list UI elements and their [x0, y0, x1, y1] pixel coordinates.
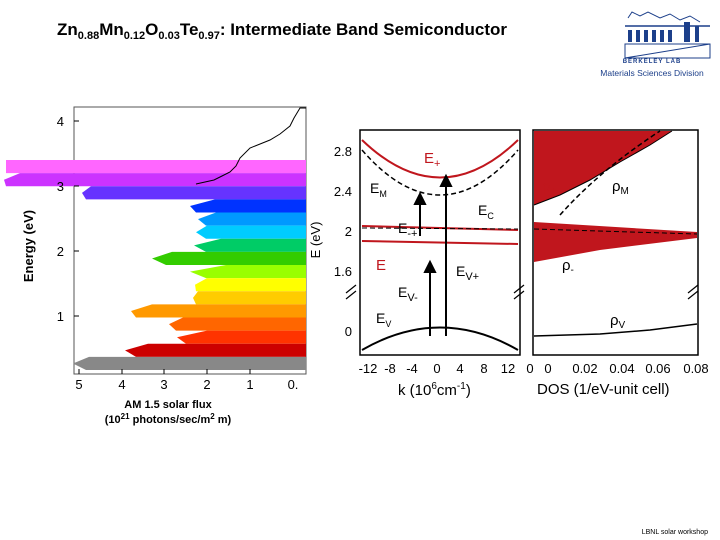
spectrum-xlabel-line1: AM 1.5 solar flux [124, 399, 212, 411]
spectrum-xtick: 2 [203, 377, 210, 392]
band-ytick: 1.6 [334, 264, 352, 279]
spectrum-xtick: 0. [288, 377, 299, 392]
spectrum-outline [195, 107, 306, 185]
e-minus-lower-curve [361, 240, 519, 245]
spectrum-ytick: 4 [57, 114, 64, 129]
title-zn: Zn [57, 20, 78, 39]
spectrum-band [131, 304, 306, 318]
label-e-v: EV [376, 310, 391, 329]
title-te-sub: 0.97 [198, 30, 220, 42]
spectrum-axis-ticks [74, 120, 251, 374]
dos-xtick: 0.02 [572, 361, 597, 376]
band-ytick: 2 [345, 224, 352, 239]
e-minus-dashed-line [361, 227, 519, 230]
spectrum-band [73, 356, 306, 370]
spectrum-xlabel-line2: (1021 photons/sec/m2 m) [105, 412, 232, 426]
band-ytick: 0 [345, 324, 352, 339]
spectrum-xtick: 4 [118, 377, 125, 392]
dos-xlabel: DOS (1/eV-unit cell) [537, 381, 670, 398]
logo-lab-name: BERKELEY LAB [622, 59, 682, 65]
label-e-v-plus: EV+ [456, 263, 479, 283]
spectrum-band [195, 278, 306, 292]
label-e-minus-red: E [376, 257, 386, 274]
title-mn-sub: 0.12 [123, 30, 146, 42]
spectrum-band [4, 173, 306, 187]
label-e-c: EC [478, 202, 494, 221]
dos-xtick: 0 [544, 361, 551, 376]
spectrum-band [152, 251, 306, 265]
title-mn: Mn [99, 20, 124, 39]
label-e-m: EM [370, 180, 387, 199]
band-ylabel: E (eV) [308, 222, 323, 259]
band-xtick: -8 [384, 361, 396, 376]
band-ytick: 2.8 [334, 144, 352, 159]
spectrum-band [177, 330, 306, 344]
label-e-plus: E+ [424, 150, 440, 170]
dos-xtick: 0.04 [609, 361, 634, 376]
band-xtick: 0 [433, 361, 440, 376]
band-xtick: 0 [526, 361, 533, 376]
band-xtick: 4 [456, 361, 463, 376]
slide-title: Zn0.88Mn0.12O0.03Te0.97: Intermediate Ba… [57, 20, 507, 42]
dos-break-marks [687, 284, 699, 300]
label-e-minus: E-+ [398, 220, 417, 240]
spectrum-band [82, 186, 306, 200]
rho-minus-dashed [533, 228, 698, 235]
spectrum-xtick: 1 [246, 377, 253, 392]
label-rho-minus: ρ- [562, 257, 574, 276]
rho-minus-fill [534, 222, 697, 262]
band-xtick: -12 [359, 361, 378, 376]
e-plus-band-curve [361, 139, 519, 179]
spectrum-ylabel: Energy (eV) [21, 210, 36, 282]
spectrum-ytick: 2 [57, 244, 64, 259]
spectrum-band [193, 291, 306, 305]
spectrum-band [190, 265, 306, 279]
spectrum-ytick: 1 [57, 309, 64, 324]
spectrum-xtick: 5 [75, 377, 82, 392]
label-e-v-minus: EV- [398, 284, 418, 304]
spectrum-color-bands [4, 160, 306, 370]
rho-m-curve [559, 130, 661, 216]
dos-xtick: 0.08 [683, 361, 708, 376]
spectrum-band [125, 343, 306, 357]
band-xtick: -4 [406, 361, 418, 376]
spectrum-band [190, 199, 306, 213]
footer-text: LBNL solar workshop [641, 529, 708, 536]
spectrum-band [194, 238, 306, 252]
logo-division: Materials Sciences Division [600, 68, 704, 78]
e-m-band-curve [361, 149, 519, 196]
title-te: Te [179, 20, 199, 39]
rho-v-curve [533, 323, 698, 337]
rho-plus-fill [534, 131, 672, 205]
band-xlabel: k (106cm-1) [398, 381, 471, 399]
title-zn-sub: 0.88 [77, 30, 100, 42]
valence-band-curve [361, 326, 519, 351]
title-suffix: : Intermediate Band Semiconductor [219, 20, 507, 39]
label-rho-m: ρM [612, 178, 629, 197]
label-rho-v: ρV [610, 312, 626, 331]
spectrum-band [196, 225, 306, 239]
label-rho-plus: ρ+ [542, 178, 557, 197]
spectrum-xtick: 3 [160, 377, 167, 392]
axis-break-marks [345, 284, 525, 300]
transition-arrows [413, 173, 453, 336]
dos-xtick: 0.06 [645, 361, 670, 376]
title-o-sub: 0.03 [158, 30, 180, 42]
spectrum-band [198, 212, 306, 226]
title-o: O [145, 20, 159, 39]
spectrum-band [6, 160, 306, 174]
rho-plus-edge [533, 130, 673, 206]
band-xtick: 8 [480, 361, 487, 376]
spectrum-ytick: 3 [57, 179, 64, 194]
band-ytick: 2.4 [334, 184, 352, 199]
band-xtick: 12 [501, 361, 515, 376]
spectrum-band [169, 317, 306, 331]
